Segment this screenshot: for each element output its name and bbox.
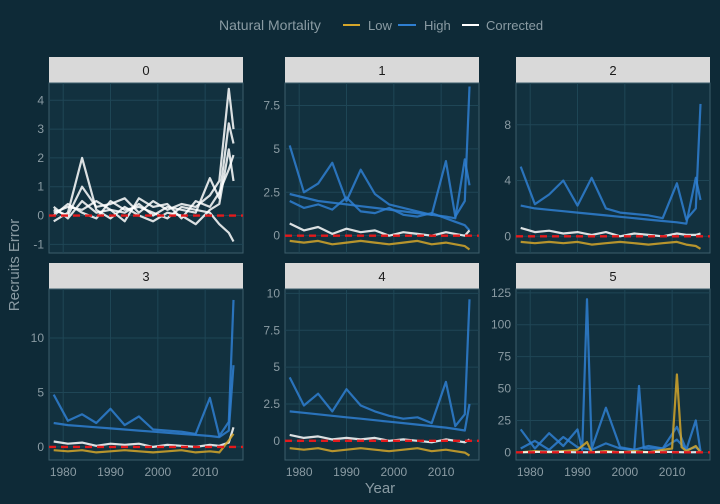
- facet-strip: [49, 263, 243, 289]
- facet-strip: [49, 57, 243, 83]
- y-tick-label: -1: [33, 237, 44, 251]
- series-line-corrected: [53, 148, 235, 226]
- series-line-high: [288, 299, 471, 428]
- facet-strip-label: 0: [142, 63, 149, 78]
- y-tick-label: 5: [273, 142, 280, 156]
- series-line-low: [53, 433, 235, 454]
- x-tick-label: 2000: [611, 465, 638, 479]
- y-tick-label: 4: [37, 93, 44, 107]
- facet-strip: [516, 263, 710, 289]
- series-line-low: [520, 240, 702, 250]
- y-tick-label: 2.5: [263, 185, 280, 199]
- y-tick-label: 0: [37, 209, 44, 223]
- legend-label-corrected: Corrected: [486, 18, 543, 33]
- series-line-corrected: [520, 226, 701, 238]
- series-line-high: [289, 403, 471, 432]
- series-line-corrected: [53, 87, 235, 217]
- facet-panel-1: 1 0 2.5 5 7.5: [263, 57, 480, 254]
- y-tick-label: 0: [273, 434, 280, 448]
- y-tick-label: 2: [37, 151, 44, 165]
- y-tick-label: 3: [37, 122, 44, 136]
- panel-background: [48, 288, 244, 461]
- y-tick-label: 10: [267, 286, 281, 300]
- y-tick-label: 1: [37, 180, 44, 194]
- x-tick-label: 2010: [428, 465, 455, 479]
- series-line-high: [53, 365, 235, 439]
- series-line-low: [289, 447, 471, 457]
- panel-background: [284, 288, 480, 461]
- y-tick-label: 10: [31, 331, 45, 345]
- facet-strip-label: 3: [142, 269, 149, 284]
- y-tick-label: 0: [273, 229, 280, 243]
- y-tick-label: 75: [498, 350, 512, 364]
- series-line-corrected: [289, 222, 471, 237]
- x-tick-label: 1980: [286, 465, 313, 479]
- y-tick-label: 0: [504, 229, 511, 243]
- x-tick-label: 1980: [50, 465, 77, 479]
- y-tick-label: 2.5: [263, 397, 280, 411]
- facet-strip-label: 2: [609, 63, 616, 78]
- facet-panel-4: 4 0 2.5 5 7.5 10 1980 1990 2000 2010: [263, 263, 480, 479]
- series-line-high: [519, 103, 702, 221]
- x-tick-label: 1990: [97, 465, 124, 479]
- x-axis-title: Year: [365, 480, 395, 497]
- x-tick-label: 2000: [380, 465, 407, 479]
- facet-strip: [285, 57, 479, 83]
- facet-strip-label: 1: [378, 63, 385, 78]
- series-line-corrected: [289, 433, 471, 444]
- y-tick-label: 5: [37, 385, 44, 399]
- facet-panel-3: 3 0 5 10 1980 1990 2000 2010: [31, 263, 244, 479]
- y-tick-label: 0: [37, 440, 44, 454]
- legend-label-low: Low: [368, 18, 392, 33]
- y-tick-label: 8: [504, 118, 511, 132]
- series-line-high: [520, 176, 702, 225]
- legend: Natural Mortality Low High Corrected: [219, 17, 543, 33]
- series-line-corrected: [53, 426, 235, 448]
- series-line-high: [288, 86, 471, 218]
- x-tick-label: 1990: [333, 465, 360, 479]
- y-tick-label: 25: [498, 413, 512, 427]
- x-tick-label: 2010: [192, 465, 219, 479]
- panel-background: [515, 82, 711, 254]
- facet-strip-label: 4: [378, 269, 385, 284]
- facet-strip-label: 5: [609, 269, 616, 284]
- x-tick-label: 1980: [517, 465, 544, 479]
- legend-title: Natural Mortality: [219, 17, 321, 33]
- y-tick-label: 5: [273, 360, 280, 374]
- series-line-corrected: [53, 154, 235, 223]
- series-line-high: [289, 196, 471, 232]
- y-tick-label: 4: [504, 174, 511, 188]
- series-line-low: [289, 239, 471, 251]
- facet-strip: [285, 263, 479, 289]
- legend-label-high: High: [424, 18, 451, 33]
- series-line-high: [519, 298, 702, 452]
- y-tick-label: 7.5: [263, 99, 280, 113]
- facet-strip: [516, 57, 710, 83]
- series-line-high: [520, 435, 702, 452]
- facet-panel-0: 0 -1 0 1 2 3 4: [33, 57, 244, 254]
- series-line-high: [289, 158, 471, 220]
- panel-background: [48, 82, 244, 254]
- series-line-high: [52, 299, 235, 438]
- x-tick-label: 2010: [659, 465, 686, 479]
- y-tick-label: 100: [491, 318, 511, 332]
- y-axis-title: Recruits Error: [6, 219, 23, 312]
- series-line-corrected: [53, 122, 235, 217]
- x-tick-label: 2000: [144, 465, 171, 479]
- y-tick-label: 0: [504, 445, 511, 459]
- x-tick-label: 1990: [564, 465, 591, 479]
- y-tick-label: 50: [498, 382, 512, 396]
- y-tick-label: 125: [491, 286, 511, 300]
- y-tick-label: 7.5: [263, 323, 280, 337]
